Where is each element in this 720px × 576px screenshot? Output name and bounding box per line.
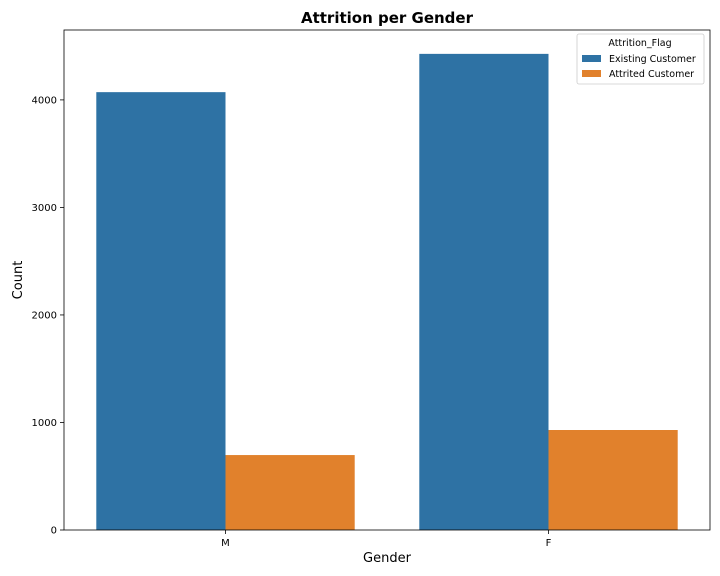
- legend-items: Existing Customer Attrited Customer: [582, 54, 696, 80]
- bar-m-existing-customer: [96, 92, 226, 530]
- y-tick-label: 2000: [32, 310, 57, 321]
- y-axis-label: Count: [11, 261, 26, 300]
- bar-f-attrited-customer: [548, 430, 678, 530]
- x-axis-label: Gender: [363, 551, 412, 566]
- x-tick-label: F: [546, 538, 552, 549]
- bars-group: [96, 53, 678, 530]
- y-tick-label: 0: [51, 526, 57, 537]
- y-axis-ticks: 0 1000 2000 3000 4000: [32, 95, 64, 537]
- y-tick-label: 4000: [32, 95, 57, 106]
- legend-swatch: [582, 55, 601, 62]
- chart-title: Attrition per Gender: [301, 9, 474, 27]
- bar-m-attrited-customer: [225, 455, 355, 530]
- bar-f-existing-customer: [419, 53, 549, 530]
- legend-title: Attrition_Flag: [608, 38, 671, 49]
- legend-swatch: [582, 70, 601, 77]
- x-tick-label: M: [221, 538, 230, 549]
- plot-frame: [63, 29, 711, 531]
- y-tick-label: 3000: [32, 203, 57, 214]
- legend-label: Existing Customer: [609, 54, 696, 65]
- y-tick-label: 1000: [32, 418, 57, 429]
- legend: Attrition_Flag Existing Customer Attrited…: [576, 33, 705, 85]
- legend-box: [576, 33, 705, 85]
- legend-label: Attrited Customer: [609, 69, 694, 80]
